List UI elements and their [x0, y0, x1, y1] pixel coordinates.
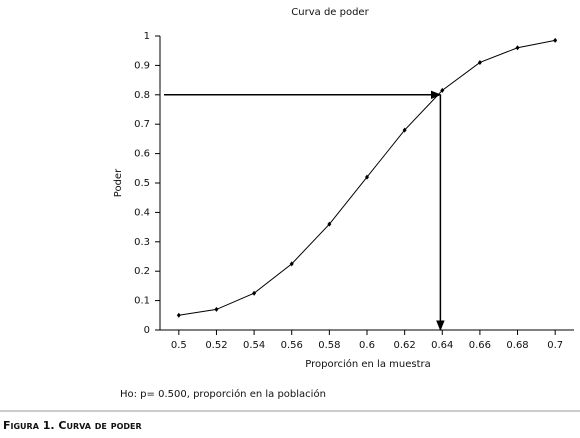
chart-title: Curva de poder [291, 7, 369, 18]
point [515, 45, 520, 51]
x-tick-label: 0.68 [506, 340, 528, 351]
point [214, 306, 219, 312]
x-tick-label: 0.52 [205, 340, 227, 351]
note: Ho: p= 0.500, proporción en la población [120, 388, 326, 400]
x-tick-label: 0.54 [243, 340, 265, 351]
x-axis-label: Proporción en la muestra [305, 358, 431, 370]
point [477, 59, 482, 65]
point [252, 290, 257, 296]
y-tick-label: 0.6 [134, 149, 150, 160]
x-tick-label: 0.62 [394, 340, 416, 351]
x-tick-label: 0.5 [171, 340, 187, 351]
point [289, 261, 294, 267]
x-tick-label: 0.58 [318, 340, 340, 351]
y-tick-label: 1 [144, 31, 150, 42]
y-tick-label: 0.8 [134, 90, 150, 101]
y-tick-label: 0.4 [134, 207, 150, 218]
y-tick-label: 0.1 [134, 296, 150, 307]
y-tick-label: 0.5 [134, 178, 150, 189]
y-tick-label: 0.7 [134, 119, 150, 130]
y-axis-label: Poder [113, 168, 124, 197]
y-tick-label: 0.2 [134, 266, 150, 277]
x-tick-label: 0.7 [547, 340, 563, 351]
x-tick-label: 0.64 [431, 340, 453, 351]
point [553, 37, 558, 43]
point [327, 221, 332, 227]
y-tick-label: 0 [144, 325, 150, 336]
caption: Figura 1. Curva de poder [3, 419, 142, 432]
point [176, 312, 181, 318]
x-tick-label: 0.6 [359, 340, 375, 351]
point [365, 174, 369, 180]
y-tick-label: 0.3 [134, 237, 150, 248]
x-tick-label: 0.66 [469, 340, 491, 351]
point [402, 127, 407, 133]
y-tick-label: 0.9 [134, 60, 150, 71]
x-tick-label: 0.56 [281, 340, 303, 351]
